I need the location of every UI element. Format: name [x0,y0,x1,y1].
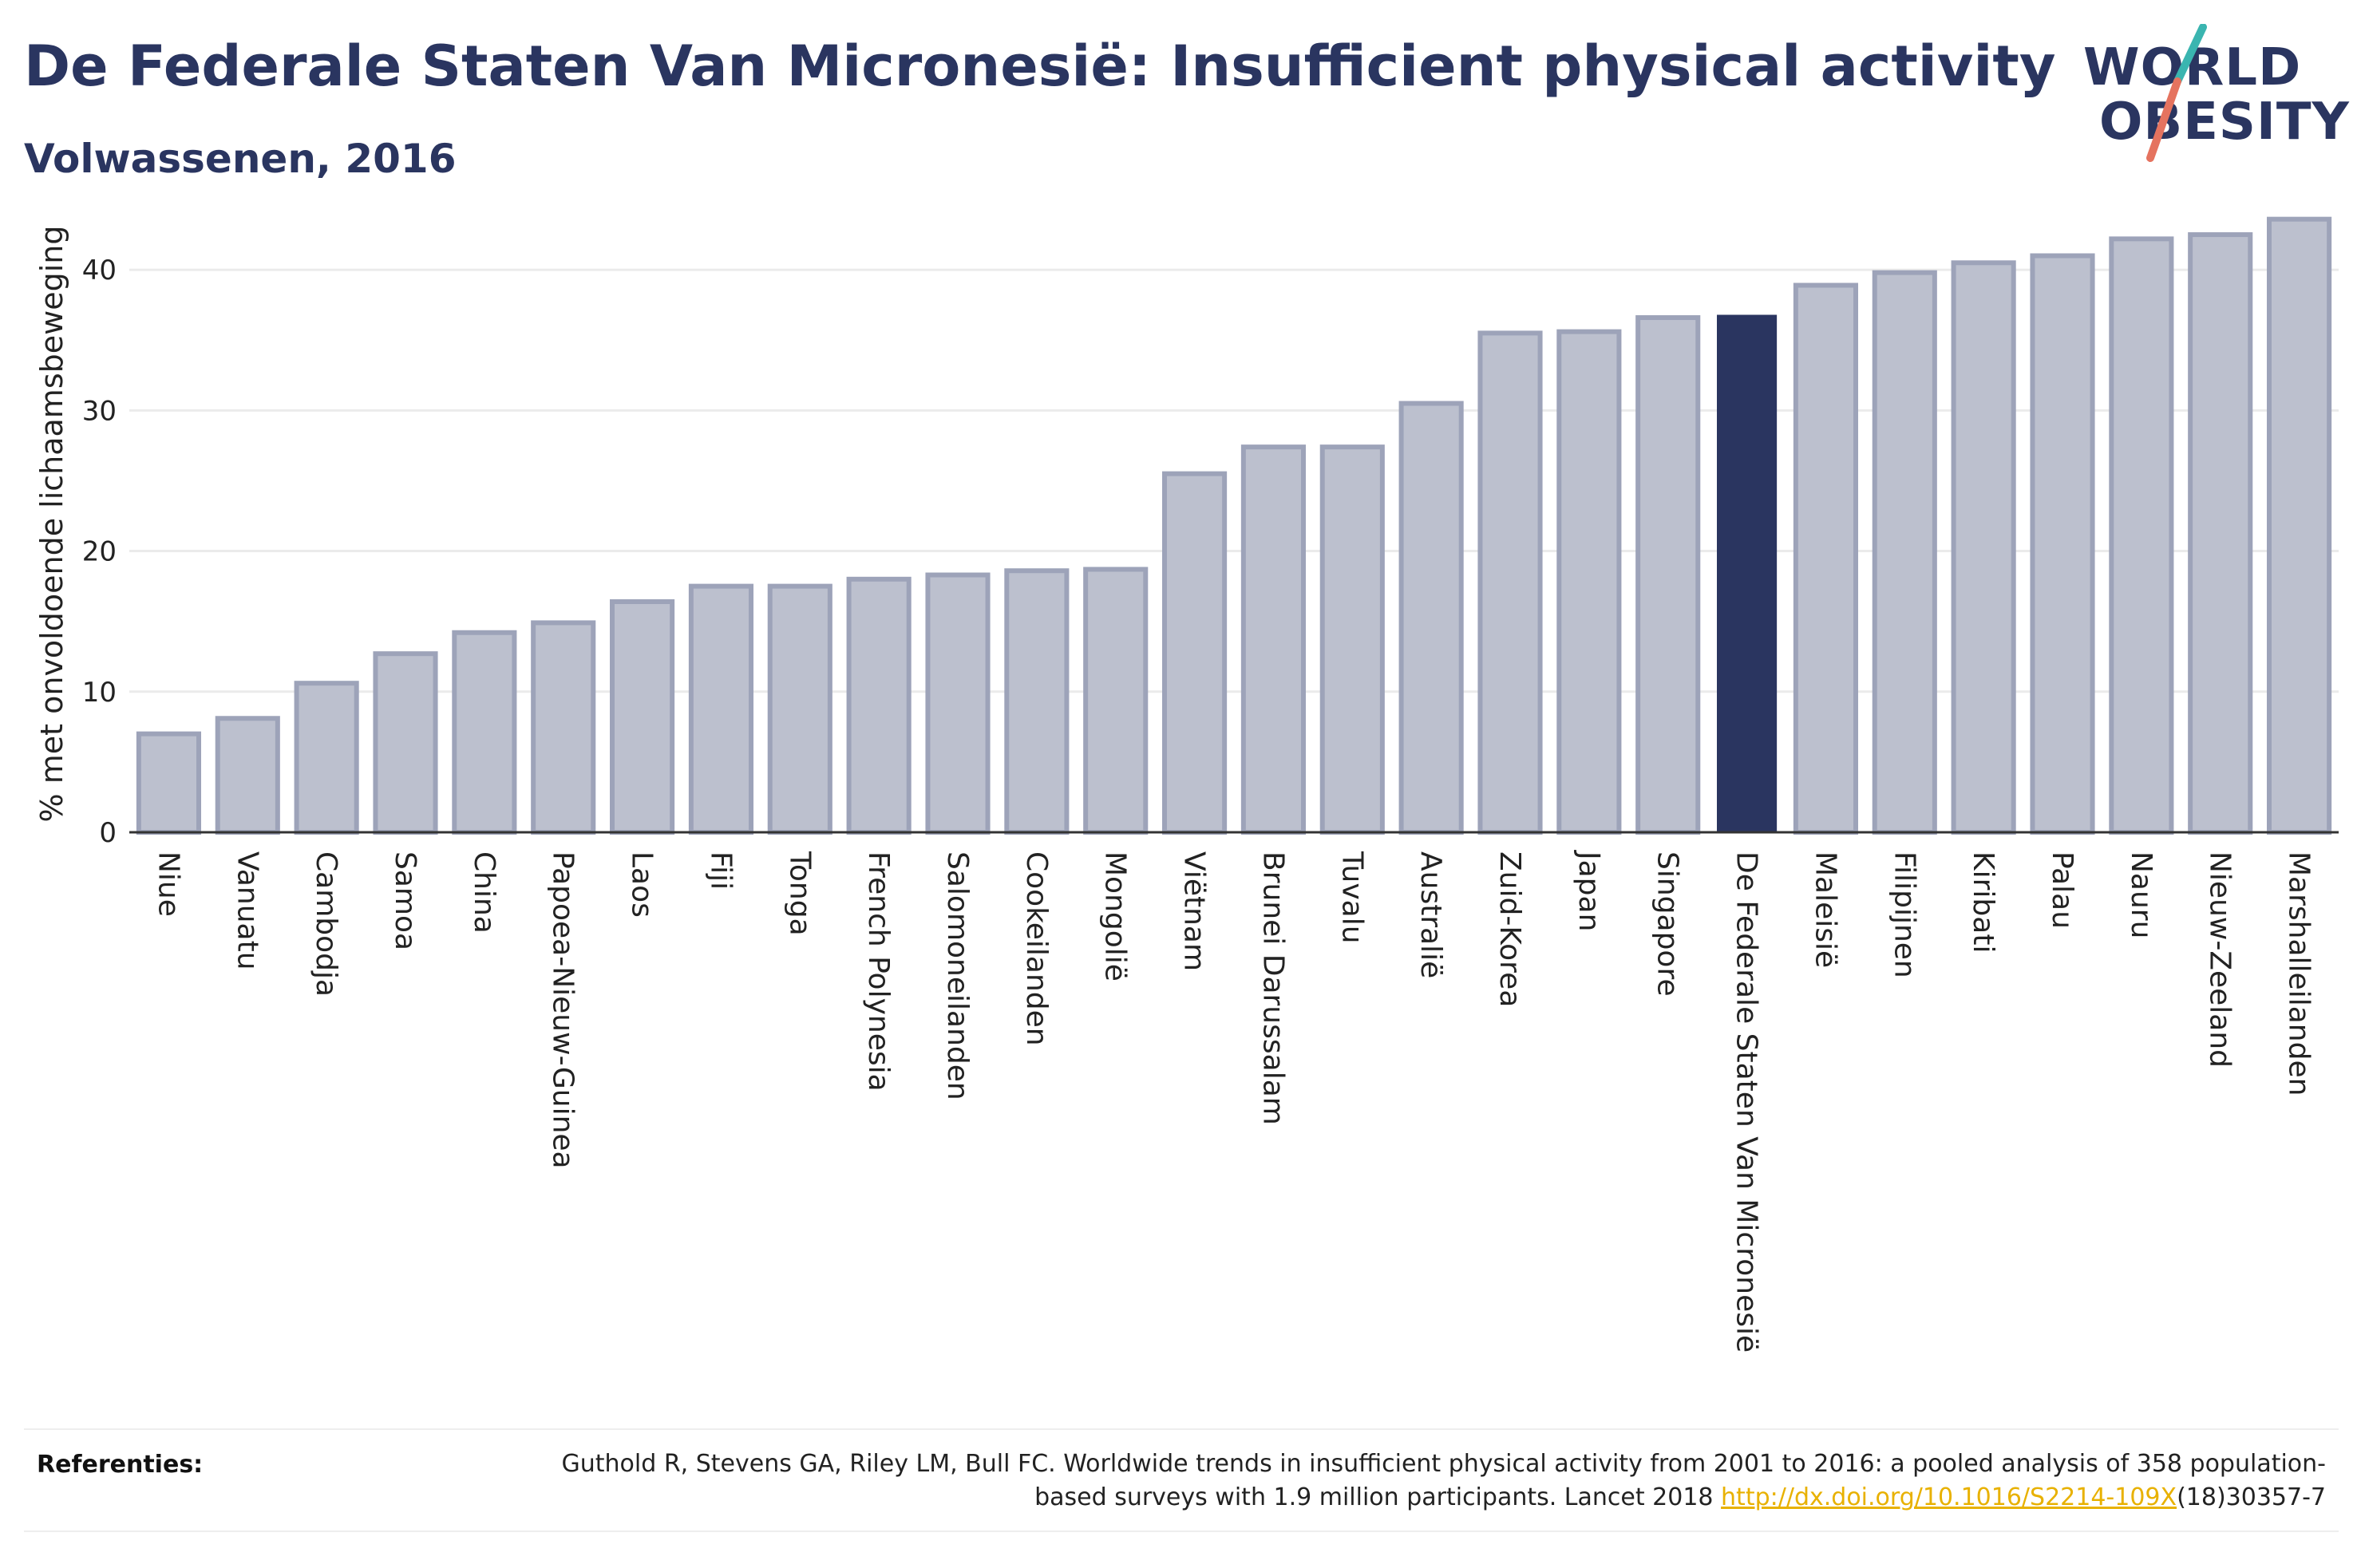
x-tick-label: Samoa [389,851,421,950]
logo-slash-icon [2146,24,2207,162]
y-tick-label: 10 [82,677,117,709]
x-tick-label: Tonga [783,851,816,936]
chart-title: De Federale Staten Van Micronesië: Insuf… [24,34,2056,99]
x-tick-label: Salomoneilanden [941,851,974,1100]
bar [1319,444,1385,835]
y-axis-label: % met onvoldoende lichaamsbeweging [34,226,69,823]
x-tick-label: Tuvalu [1335,851,1368,944]
x-tick-label: Nieuw-Zeeland [2204,851,2236,1068]
x-tick-label: Japan [1572,850,1605,931]
x-tick-label: Australië [1414,851,1447,978]
bar [2109,236,2174,835]
x-tick-label: Kiribati [1967,851,1999,953]
references-label: Referenties: [37,1451,204,1479]
x-tick-label: Fiji [704,851,737,890]
bar [1162,471,1228,835]
references-text: Guthold R, Stevens GA, Riley LM, Bull FC… [490,1448,2326,1515]
references-citation: Guthold R, Stevens GA, Riley LM, Bull FC… [561,1450,2326,1511]
x-tick-label: Cookeilanden [1020,851,1053,1046]
bar [610,598,675,835]
bar [688,583,753,835]
references-doi-link[interactable]: http://dx.doi.org/10.1016/S2214-109X [1721,1483,2177,1511]
bar [1951,260,2016,835]
x-tick-label: French Polynesia [862,851,895,1092]
bar [531,620,596,835]
x-tick-label: Singapore [1651,851,1684,997]
bar [215,716,280,835]
bar [2267,216,2332,835]
y-tick-label: 30 [82,395,117,427]
bar [767,583,832,835]
references-suffix: (18)30357-7 [2177,1483,2326,1511]
x-tick-label: Zuid-Korea [1493,851,1526,1007]
bar [1793,282,1858,835]
bar [1556,329,1622,835]
bar [925,572,991,835]
bar [2030,253,2095,835]
y-tick-label: 0 [99,817,117,849]
bar [373,651,438,835]
x-tick-label: Filipijnen [1888,851,1920,978]
bar [1635,315,1701,835]
x-tick-label: Nauru [2125,851,2157,938]
logo-text-obesity: OBESITY [2099,93,2350,152]
x-tick-label: Cambodja [310,851,342,997]
y-tick-label: 40 [82,255,117,286]
bar [1477,330,1543,835]
bar [1398,401,1464,835]
x-tick-label: Mongolië [1099,851,1132,981]
bar [846,576,912,835]
bar [452,630,517,835]
bar [1872,270,1937,835]
x-tick-label: De Federale Staten Van Micronesië [1730,851,1763,1353]
x-tick-label: Marshalleilanden [2283,851,2316,1096]
chart-subtitle: Volwassenen, 2016 [24,136,457,182]
x-tick-label: Viëtnam [1178,851,1211,971]
x-tick-label: Maleisië [1809,851,1841,968]
bar [2188,232,2253,835]
x-tick-label: Brunei Darussalam [1256,851,1289,1125]
x-tick-label: Vanuatu [231,851,263,970]
bar [1083,567,1149,835]
x-tick-label: Laos [626,851,658,918]
y-tick-label: 20 [82,536,117,568]
x-tick-label: China [468,851,500,934]
x-tick-label: Niue [152,851,184,917]
references-section: Referenties: Guthold R, Stevens GA, Rile… [24,1428,2339,1532]
x-tick-label: Palau [2046,851,2078,929]
bar [294,681,359,835]
bar-chart: 0 10 20 30 40 % met onvoldoende lichaamsbeweg… [34,216,2339,1353]
bar [1004,568,1070,835]
bar [1717,314,1778,833]
x-tick-label: Papoea-Nieuw-Guinea [547,851,579,1169]
bar [136,731,201,835]
bar [1240,444,1306,835]
world-obesity-logo: WORLD OBESITY [2083,24,2350,168]
